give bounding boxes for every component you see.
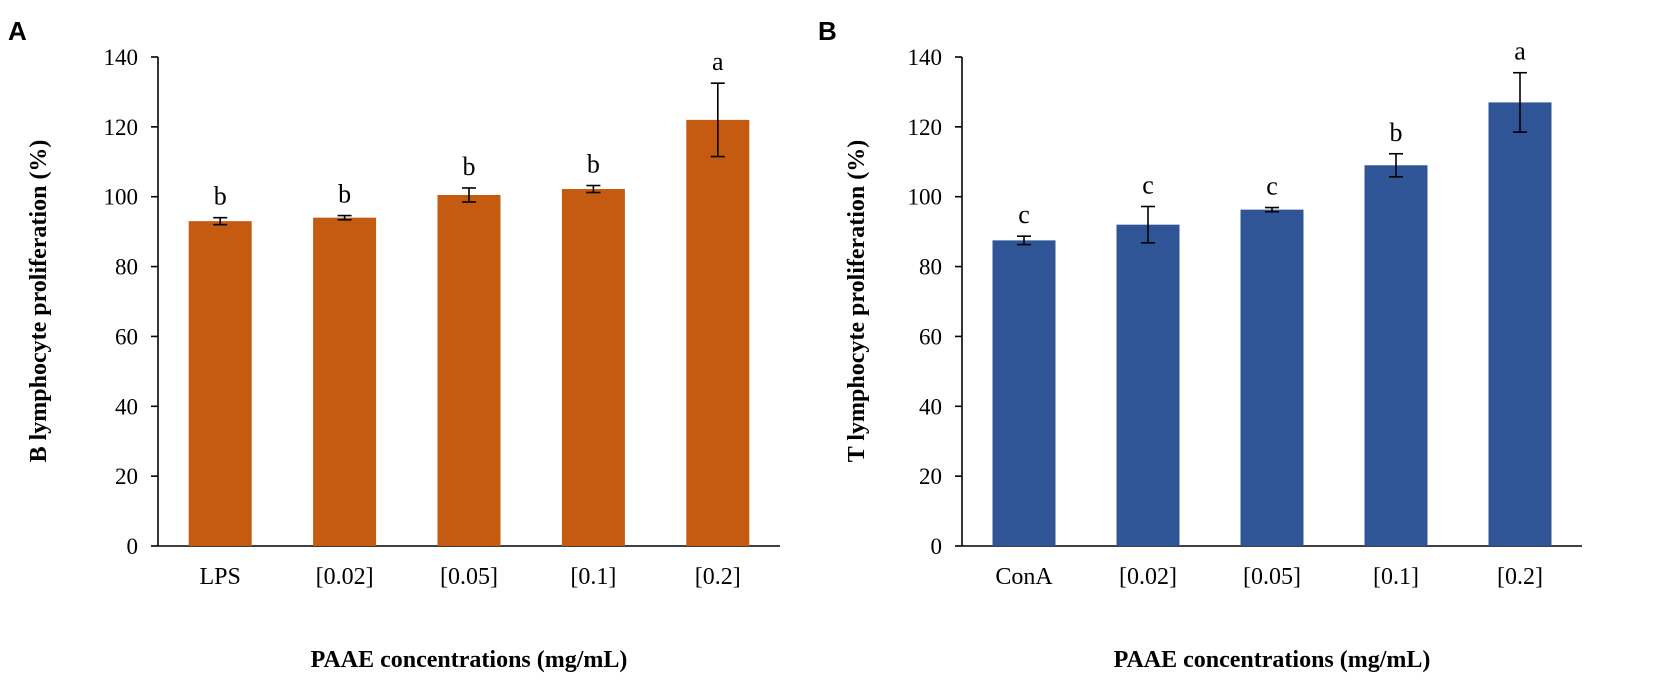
y-tick-label: 140: [104, 45, 139, 70]
bar: [1488, 102, 1552, 547]
y-tick-label: 60: [919, 324, 942, 349]
panel-label: B: [818, 16, 837, 46]
y-tick-label: 60: [115, 324, 138, 349]
significance-label: c: [1142, 170, 1154, 199]
y-tick-label: 80: [919, 255, 942, 280]
bar: [686, 119, 750, 546]
bar: [1364, 165, 1428, 546]
significance-label: a: [1514, 37, 1526, 66]
bar: [1116, 224, 1180, 546]
y-tick-label: 100: [104, 185, 139, 210]
x-category-label: [0.02]: [316, 564, 374, 590]
x-category-label: [0.2]: [1497, 564, 1543, 590]
chart-panel-b: B 0 20 40 60 80 100 120 140 c ConA c [0.02] c [0.05] b […: [818, 16, 1582, 673]
x-category-label: [0.02]: [1119, 564, 1177, 590]
y-axis-title: B lymphocyte proliferation (%): [26, 140, 52, 463]
y-tick-label: 0: [931, 534, 943, 559]
y-tick-label: 40: [919, 394, 942, 419]
y-tick-label: 120: [908, 115, 943, 140]
significance-label: b: [214, 182, 227, 211]
x-category-label: LPS: [200, 564, 241, 590]
x-category-label: ConA: [995, 564, 1053, 590]
y-tick-label: 0: [127, 534, 139, 559]
x-category-label: [0.1]: [1373, 564, 1419, 590]
bar: [188, 221, 252, 546]
y-tick-label: 140: [908, 45, 943, 70]
bar: [1240, 209, 1304, 546]
y-tick-label: 20: [115, 464, 138, 489]
significance-label: b: [587, 150, 600, 179]
x-category-label: [0.05]: [1243, 564, 1301, 590]
x-category-label: [0.2]: [695, 564, 741, 590]
y-tick-label: 120: [104, 115, 139, 140]
panel-label: A: [8, 16, 27, 46]
chart-panel-a: A 0 20 40 60 80 100 120 140 b LPS b [0.02] b [0.05] b [0…: [8, 16, 780, 673]
x-axis-title: PAAE concentrations (mg/mL): [1114, 647, 1431, 673]
bar: [561, 189, 625, 546]
x-axis-title: PAAE concentrations (mg/mL): [311, 647, 628, 673]
x-category-label: [0.1]: [570, 564, 616, 590]
bar: [313, 217, 377, 546]
bar: [437, 194, 501, 547]
y-tick-label: 80: [115, 255, 138, 280]
bar: [992, 240, 1056, 546]
significance-label: b: [1390, 118, 1403, 147]
x-category-label: [0.05]: [440, 564, 498, 590]
y-tick-label: 20: [919, 464, 942, 489]
significance-label: a: [712, 47, 724, 76]
y-tick-label: 100: [908, 185, 943, 210]
y-axis-title: T lymphocyte proliferation (%): [844, 140, 870, 462]
significance-label: c: [1018, 200, 1030, 229]
significance-label: b: [463, 152, 476, 181]
significance-label: b: [338, 180, 351, 209]
y-tick-label: 40: [115, 394, 138, 419]
significance-label: c: [1266, 172, 1278, 201]
